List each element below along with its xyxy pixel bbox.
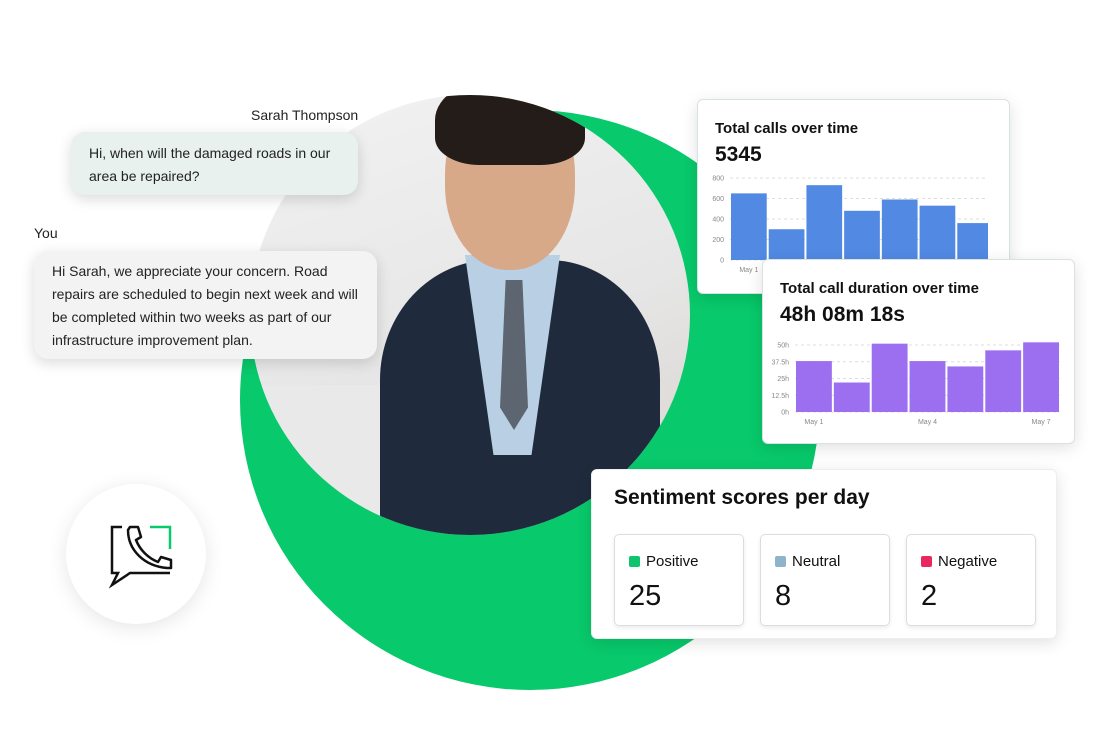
y-tick-label: 50h [777, 343, 789, 350]
y-tick-label: 200 [712, 237, 724, 244]
customer-name: Sarah Thompson [251, 107, 359, 123]
bar [768, 229, 805, 260]
y-tick-label: 12.5h [771, 393, 789, 400]
bar [844, 210, 880, 260]
bar [871, 343, 908, 412]
y-tick-label: 0h [781, 410, 789, 417]
label: Positive [646, 553, 699, 570]
bar [947, 366, 984, 412]
bar [806, 185, 843, 260]
bar [833, 382, 870, 412]
phone-chat-icon [66, 484, 173, 589]
negative-swatch [921, 556, 932, 567]
sentiment-negative: Negative 2 [906, 534, 1036, 626]
bar [1023, 342, 1059, 412]
y-tick-label: 37.5h [771, 359, 789, 366]
y-tick-label: 0 [720, 258, 724, 265]
bar [796, 361, 832, 412]
value: 8 [775, 580, 792, 612]
call-duration-card: Total call duration over time 48h 08m 18… [762, 259, 1075, 444]
agent-name: You [34, 225, 58, 241]
phone-chat-badge [66, 484, 206, 624]
x-tick-label: May 7 [1032, 419, 1051, 426]
bar [919, 205, 956, 260]
x-tick-label: May 1 [739, 267, 758, 274]
sentiment-card: Sentiment scores per day Positive 25 Neu… [591, 469, 1057, 639]
y-tick-label: 800 [712, 176, 724, 183]
bar [909, 361, 946, 412]
y-tick-label: 400 [712, 217, 724, 224]
duration-value: 48h 08m 18s [780, 303, 905, 326]
tie [500, 280, 528, 430]
customer-message: Hi, when will the damaged roads in our a… [71, 132, 358, 195]
bar [985, 350, 1022, 412]
value: 2 [921, 580, 938, 612]
card-title: Total call duration over time [780, 280, 979, 297]
y-tick-label: 25h [777, 376, 789, 383]
label: Negative [938, 553, 998, 570]
sentiment-positive: Positive 25 [614, 534, 744, 626]
bar [881, 199, 918, 260]
agent-message: Hi Sarah, we appreciate your concern. Ro… [34, 251, 377, 359]
sentiment-neutral: Neutral 8 [760, 534, 890, 626]
x-tick-label: May 4 [918, 419, 937, 426]
value: 25 [629, 580, 662, 612]
positive-swatch [629, 556, 640, 567]
duration-chart: 0h 12.5h 25h 37.5h 50h May 1 May 4 May 7 [771, 342, 1060, 426]
bar [957, 223, 988, 260]
y-tick-label: 600 [712, 196, 724, 203]
label: Neutral [792, 553, 841, 570]
hair [435, 95, 585, 165]
x-tick-label: May 1 [804, 419, 823, 426]
card-title: Total calls over time [715, 120, 859, 137]
sentiment-title: Sentiment scores per day [614, 486, 870, 509]
bar [731, 193, 767, 260]
neutral-swatch [775, 556, 786, 567]
total-calls-value: 5345 [715, 143, 762, 166]
